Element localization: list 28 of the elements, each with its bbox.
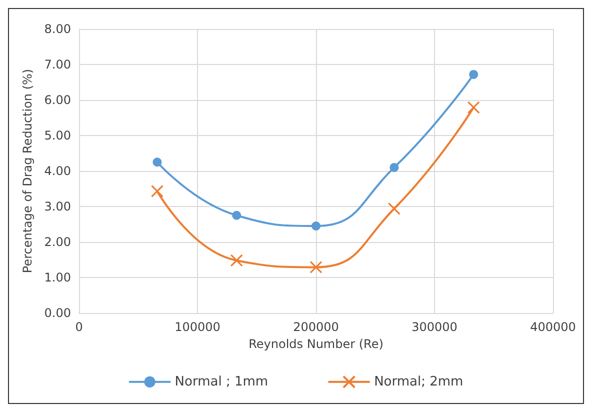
y-axis-title: Percentage of Drag Reduction (%) xyxy=(20,68,34,274)
y-tick-label: 2.00 xyxy=(44,235,71,249)
point xyxy=(232,210,242,220)
point xyxy=(467,101,480,114)
point xyxy=(390,162,399,172)
x-tick-label: 400000 xyxy=(530,320,576,334)
y-tick-label: 6.00 xyxy=(44,93,71,107)
y-tick-label: 3.00 xyxy=(44,200,71,214)
y-tick-label: 5.00 xyxy=(44,128,71,142)
point xyxy=(312,222,320,231)
y-tick-label: 0.00 xyxy=(44,306,71,320)
point xyxy=(310,260,322,274)
x-tick-label: 200000 xyxy=(293,320,339,334)
x-tick-label: 0 xyxy=(75,320,83,334)
y-tick-label: 8.00 xyxy=(44,22,71,36)
point xyxy=(152,158,162,167)
point xyxy=(230,254,243,267)
point xyxy=(469,70,478,79)
legend-label: Normal ; 1mm xyxy=(174,374,268,390)
point xyxy=(388,202,401,215)
x-axis-title: Reynolds Number (Re) xyxy=(248,336,384,351)
legend-label: Normal; 2mm xyxy=(374,374,464,390)
y-tick-label: 7.00 xyxy=(44,58,71,72)
x-tick-label: 100000 xyxy=(174,320,220,334)
y-tick-label: 4.00 xyxy=(44,164,71,178)
point xyxy=(150,184,164,198)
x-tick-label: 300000 xyxy=(412,320,458,334)
y-tick-label: 1.00 xyxy=(44,270,71,284)
